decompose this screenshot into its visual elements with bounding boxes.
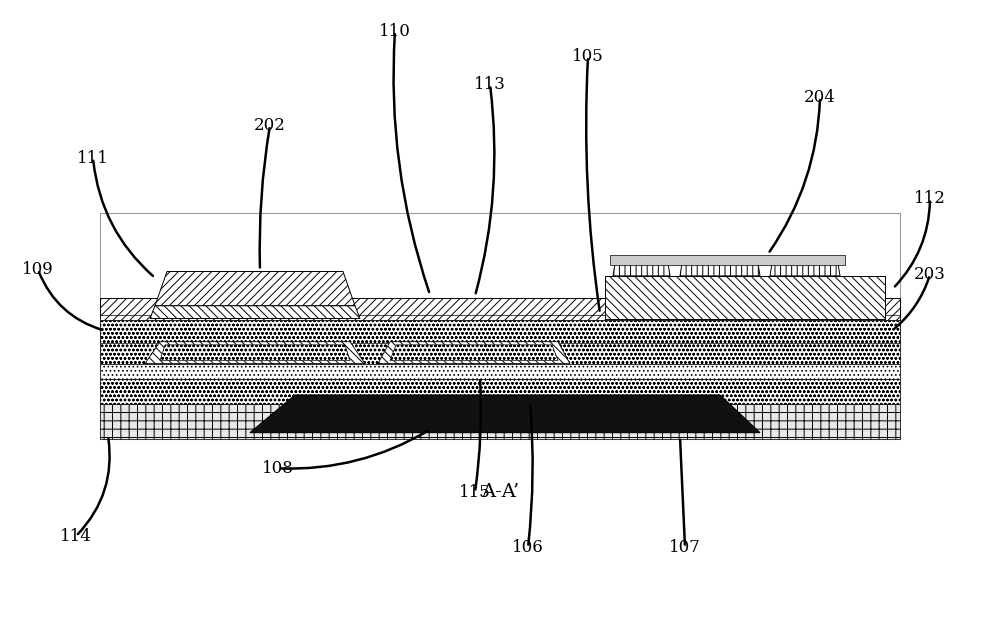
Text: 202: 202 (254, 117, 286, 134)
Text: 111: 111 (77, 149, 109, 167)
Bar (100, 315, 900, 320)
Bar (610, 255, 845, 265)
Bar (100, 379, 900, 404)
Bar (100, 213, 900, 439)
Text: 203: 203 (914, 266, 946, 283)
Text: 114: 114 (60, 527, 92, 545)
Polygon shape (390, 345, 558, 361)
Bar (100, 342, 900, 364)
Polygon shape (160, 345, 350, 361)
Text: 106: 106 (512, 539, 544, 556)
Text: 204: 204 (804, 88, 836, 106)
Text: 109: 109 (22, 261, 54, 278)
Text: 112: 112 (914, 190, 946, 208)
Text: 107: 107 (669, 539, 701, 556)
Text: 105: 105 (572, 48, 604, 65)
Polygon shape (605, 276, 885, 319)
Bar (100, 317, 900, 343)
Bar (100, 364, 900, 379)
Bar (100, 404, 900, 439)
Polygon shape (145, 342, 365, 364)
Bar (100, 298, 900, 320)
Text: 108: 108 (262, 460, 294, 477)
Text: A-A’: A-A’ (481, 483, 519, 501)
Polygon shape (770, 257, 840, 276)
Text: 115: 115 (459, 483, 491, 501)
Polygon shape (613, 257, 670, 276)
Text: 110: 110 (379, 23, 411, 40)
Polygon shape (680, 257, 760, 276)
Polygon shape (155, 271, 355, 305)
Polygon shape (378, 342, 570, 364)
Text: 113: 113 (474, 76, 506, 93)
Polygon shape (250, 395, 760, 433)
Polygon shape (150, 305, 360, 319)
